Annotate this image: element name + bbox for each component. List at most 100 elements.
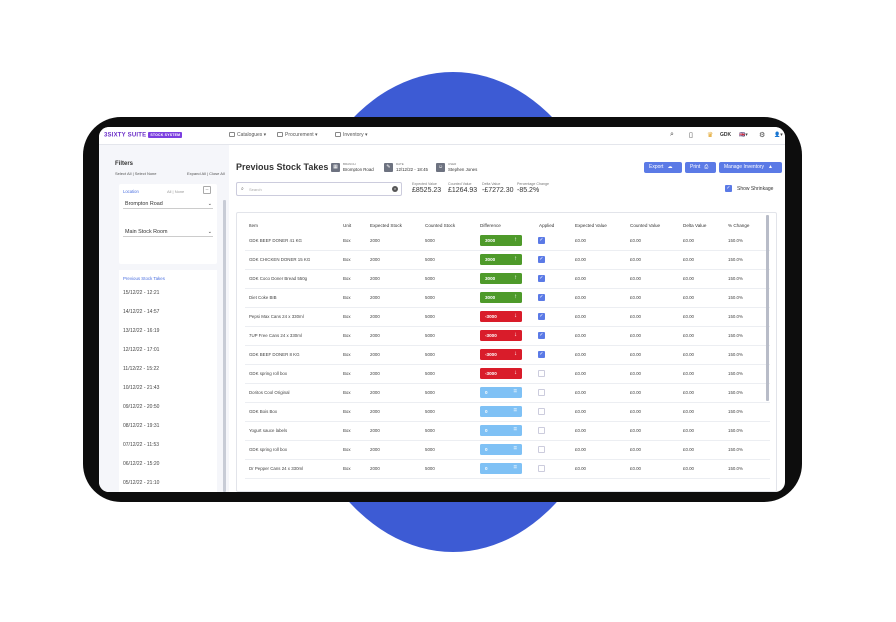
print-button[interactable]: Print ⎙ [685,162,716,173]
difference-value: -3000 [485,333,497,338]
applied-checkbox[interactable]: ✓ [538,275,545,282]
collapse-icon[interactable]: – [203,186,211,194]
col-header-difference[interactable]: Difference [480,223,501,228]
nav-catalogues-label: Catalogues ▾ [237,132,267,138]
location-all-none[interactable]: All | None [167,189,185,194]
cell-delta-value: £0.00 [683,371,694,376]
room-select[interactable]: Main Stock Room ⌄ [123,227,213,237]
branch-select[interactable]: Brompton Road ⌄ [123,199,213,209]
applied-checkbox[interactable]: ✓ [538,294,545,301]
table-row[interactable]: Dr Pepper Cans 24 x 330ml Box 2000 5000 £0.0… [245,460,770,479]
applied-checkbox[interactable]: ✓ [538,351,545,358]
trophy-icon[interactable]: ♛ [707,132,714,139]
cell-unit: Box [343,333,351,338]
nav-procurement[interactable]: Procurement ▾ [277,132,318,138]
table-row[interactable]: 7UP Free Cans 24 x 330ml Box 2000 5000 £0.00… [245,327,770,346]
export-button[interactable]: Export ☁ [644,162,682,173]
table-row[interactable]: GDK CHICKEN DONER 15 KG Box 2000 5000 £0.00 £… [245,251,770,270]
columns-icon[interactable]: ▯ [689,132,693,139]
cell-item: 7UP Free Cans 24 x 330ml [249,333,302,338]
col-header-expected-stock[interactable]: Expected Stock [370,223,402,228]
cell-delta-value: £0.00 [683,428,694,433]
cell-counted-value: £0.00 [630,295,641,300]
table-row[interactable]: Yogurt sauce labels Box 2000 5000 £0.00 £0.00… [245,422,770,441]
table-row[interactable]: GDK BEEF DONER 8 KG Box 2000 5000 £0.00 £0.00… [245,346,770,365]
page-title: Previous Stock Takes [236,162,329,172]
cell-pct-change: 150.0% [728,276,743,281]
cell-counted-stock: 5000 [425,352,435,357]
col-header-pct-change[interactable]: % Change [728,223,750,228]
brand-badge: STOCK SYSTEM [148,132,183,138]
clear-icon[interactable]: × [392,186,398,192]
difference-badge: 0 = [480,387,522,398]
brand-logo[interactable]: 3SIXTY SUITE STOCK SYSTEM [104,132,183,139]
applied-checkbox[interactable] [538,408,545,415]
org-selector[interactable]: GDK [720,132,732,138]
user-icon[interactable]: 👤▾ [774,132,783,138]
table-row[interactable]: GDK spring roll box Box 2000 5000 £0.00 £0.00… [245,365,770,384]
flag-icon[interactable]: 🇬🇧▾ [739,132,748,138]
sidebar-scrollbar[interactable] [223,200,226,492]
difference-badge: -3000 ↓ [480,311,522,322]
applied-checkbox[interactable] [538,370,545,377]
difference-badge: -3000 ↓ [480,330,522,341]
previous-stock-take-item[interactable]: 10/12/22 - 21:43 [123,385,160,391]
cell-counted-value: £0.00 [630,447,641,452]
select-all-none[interactable]: Select All | Select None [115,171,157,176]
applied-checkbox[interactable] [538,465,545,472]
cell-counted-stock: 5000 [425,295,435,300]
cell-counted-stock: 5000 [425,238,435,243]
col-header-counted-stock[interactable]: Counted Stock [425,223,456,228]
col-header-expected-value[interactable]: Expected Value [575,223,607,228]
applied-checkbox[interactable]: ✓ [538,332,545,339]
previous-stock-take-item[interactable]: 07/12/22 - 11:53 [123,442,160,448]
col-header-item[interactable]: Item [249,223,258,228]
table-row[interactable]: Pepsi Max Cans 24 x 330ml Box 2000 5000 £0.0… [245,308,770,327]
previous-stock-take-item[interactable]: 06/12/22 - 15:20 [123,461,160,467]
previous-stock-take-item[interactable]: 15/12/22 - 12:21 [123,290,160,296]
cell-pct-change: 150.0% [728,314,743,319]
previous-stock-take-item[interactable]: 09/12/22 - 20:50 [123,404,160,410]
cell-expected-stock: 2000 [370,390,380,395]
table-scrollbar[interactable] [766,215,769,401]
previous-stock-take-item[interactable]: 08/12/22 - 19:31 [123,423,160,429]
previous-stock-take-item[interactable]: 14/12/22 - 14:57 [123,309,160,315]
nav-inventory[interactable]: Inventory ▾ [335,132,367,138]
cell-item: Dr Pepper Cans 24 x 330ml [249,466,304,471]
user-meta-value: Stephen Jones [448,167,478,172]
col-header-unit[interactable]: Unit [343,223,352,228]
cell-pct-change: 150.0% [728,466,743,471]
applied-checkbox[interactable] [538,427,545,434]
cell-item: GDK BEEF DONER 41 KG [249,238,302,243]
table-row[interactable]: GDK BEEF DONER 41 KG Box 2000 5000 £0.00 £0.0… [245,232,770,251]
col-header-applied[interactable]: Applied [539,223,555,228]
search-icon[interactable]: ⌕ [670,131,674,138]
col-header-counted-value[interactable]: Counted Value [630,223,661,228]
applied-checkbox[interactable]: ✓ [538,237,545,244]
applied-checkbox[interactable]: ✓ [538,256,545,263]
show-shrinkage-checkbox[interactable]: ✓ [725,185,732,192]
previous-stock-take-item[interactable]: 11/12/22 - 15:22 [123,366,160,372]
applied-checkbox[interactable]: ✓ [538,313,545,320]
previous-stock-take-item[interactable]: 05/12/22 - 21:10 [123,480,160,486]
applied-checkbox[interactable] [538,389,545,396]
search-input[interactable]: ⌕ Search × [236,182,402,196]
search-icon: ⌕ [241,186,244,192]
table-row[interactable]: Doritos Cool Original Box 2000 5000 £0.00 £0.… [245,384,770,403]
applied-checkbox[interactable] [538,446,545,453]
manage-inventory-button[interactable]: Manage Inventory ▲ [719,162,782,173]
col-header-delta-value[interactable]: Delta Value [683,223,707,228]
difference-badge: 3000 ↑ [480,273,522,284]
cell-delta-value: £0.00 [683,257,694,262]
gear-icon[interactable]: ⚙ [759,132,766,139]
expand-close-all[interactable]: Expand All | Close All [187,171,225,176]
previous-stock-take-item[interactable]: 13/12/22 - 16:19 [123,328,160,334]
nav-catalogues[interactable]: Catalogues ▾ [229,132,266,138]
delta-value: -£7272.30 [482,187,514,194]
table-row[interactable]: Diet Coke BIB Box 2000 5000 £0.00 £0.00 £0.00 1… [245,289,770,308]
previous-stock-take-item[interactable]: 12/12/22 - 17:01 [123,347,160,353]
printer-icon: ⎙ [704,164,709,170]
table-row[interactable]: GDK Bois Box Box 2000 5000 £0.00 £0.00 £0.00 15… [245,403,770,422]
table-row[interactable]: GDK spring roll box Box 2000 5000 £0.00 £0.00… [245,441,770,460]
table-row[interactable]: GDK Coco Doner Bread 550g Box 2000 5000 £0.0… [245,270,770,289]
